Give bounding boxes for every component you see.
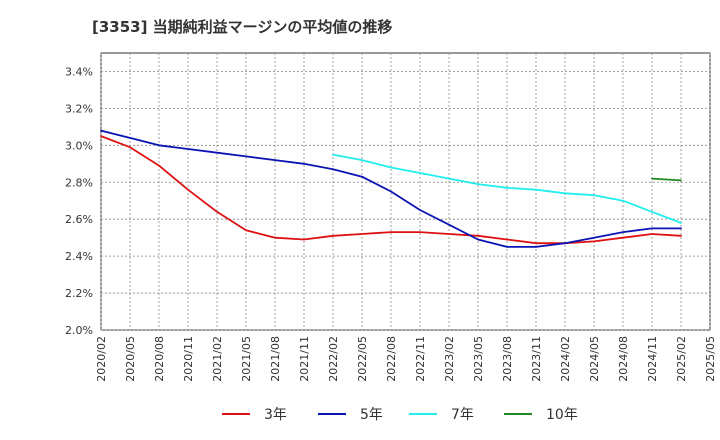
x-tick-label: 2021/11	[298, 336, 311, 382]
x-tick-label: 2020/11	[182, 336, 195, 382]
x-tick-label: 2022/05	[356, 336, 369, 382]
x-tick-label: 2023/02	[443, 336, 456, 382]
x-tick-label: 2020/08	[153, 336, 166, 382]
x-tick-label: 2020/05	[124, 336, 137, 382]
plot-area	[100, 52, 711, 331]
series-line	[332, 153, 682, 224]
x-tick-label: 2021/05	[240, 336, 253, 382]
grid-layer	[100, 53, 711, 331]
x-tick-label: 2023/05	[472, 336, 485, 382]
y-tick-label: 2.0%	[65, 324, 93, 337]
y-tick-label: 3.4%	[65, 65, 93, 78]
x-tick-label: 2025/05	[704, 336, 717, 382]
chart-title: [3353] 当期純利益マージンの平均値の推移	[92, 18, 393, 36]
x-tick-label: 2022/08	[385, 336, 398, 382]
x-tick-label: 2024/08	[617, 336, 630, 382]
y-tick-label: 2.4%	[65, 250, 93, 263]
legend-label: 3年	[264, 407, 287, 423]
x-tick-label: 2024/11	[646, 336, 659, 382]
x-tick-label: 2024/05	[588, 336, 601, 382]
x-tick-label: 2022/11	[414, 336, 427, 382]
series-line	[100, 135, 682, 245]
series-line	[651, 177, 682, 182]
x-tick-label: 2023/11	[530, 336, 543, 382]
x-axis: 2020/02 2020/05 2020/08 2020/11 2021/02 2021/…	[95, 336, 717, 382]
y-tick-label: 3.2%	[65, 102, 93, 115]
x-tick-label: 2024/02	[559, 336, 572, 382]
y-tick-label: 2.2%	[65, 287, 93, 300]
x-tick-label: 2021/02	[211, 336, 224, 382]
legend-label: 10年	[546, 407, 578, 423]
x-tick-label: 2023/08	[501, 336, 514, 382]
x-tick-label: 2021/08	[269, 336, 282, 382]
legend: 3年 5年 7年 10年	[222, 407, 578, 423]
series-layer	[100, 129, 682, 248]
x-tick-label: 2022/02	[327, 336, 340, 382]
series-line	[100, 129, 682, 248]
legend-label: 7年	[451, 407, 474, 423]
x-tick-label: 2025/02	[675, 336, 688, 382]
y-tick-label: 2.6%	[65, 213, 93, 226]
y-tick-label: 2.8%	[65, 176, 93, 189]
y-axis: 2.0% 2.2% 2.4% 2.6% 2.8% 3.0% 3.2% 3.4%	[65, 65, 93, 337]
legend-label: 5年	[360, 407, 383, 423]
x-tick-label: 2020/02	[95, 336, 108, 382]
y-tick-label: 3.0%	[65, 139, 93, 152]
